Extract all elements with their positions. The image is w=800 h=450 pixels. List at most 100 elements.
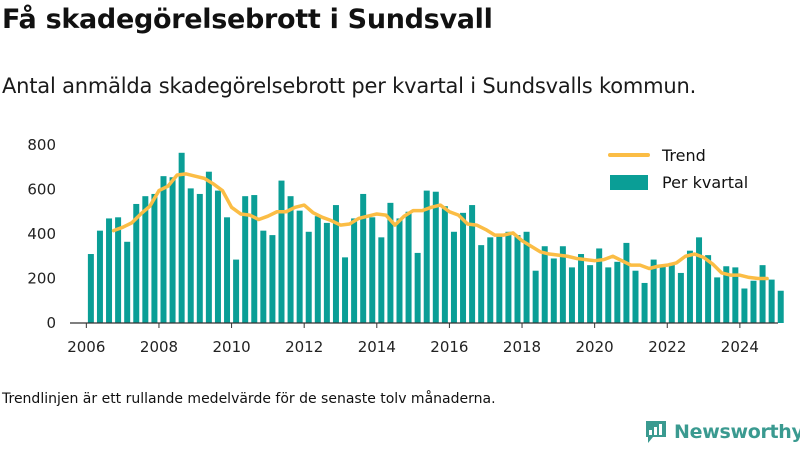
bar [469, 205, 476, 323]
y-tick-label: 0 [46, 314, 56, 332]
bar [732, 267, 739, 324]
bar [550, 258, 557, 323]
bar [741, 288, 748, 323]
bar [696, 237, 703, 323]
bar [314, 216, 321, 323]
bar [714, 277, 721, 323]
bar [623, 242, 630, 323]
bar [668, 262, 675, 323]
bar [224, 217, 231, 323]
x-tick-label: 2014 [358, 338, 396, 356]
bar [260, 230, 267, 323]
bar [677, 272, 684, 323]
bar [296, 210, 303, 323]
y-tick-label: 200 [27, 270, 56, 288]
bar [387, 202, 394, 323]
legend-label-trend: Trend [661, 146, 706, 165]
bar [523, 231, 530, 323]
bar [496, 235, 503, 323]
bar [441, 206, 448, 323]
bar [369, 217, 376, 323]
bar [505, 231, 512, 323]
newsworthy-chart-bubble-icon [646, 421, 666, 443]
bar [187, 188, 194, 323]
footnote: Trendlinjen är ett rullande medelvärde f… [2, 391, 496, 407]
bar [705, 255, 712, 323]
bar [269, 235, 276, 323]
trend-line-series [111, 172, 769, 281]
bar [450, 231, 457, 323]
bar [142, 196, 149, 323]
legend-swatch-per-kvartal [610, 175, 648, 190]
chart-subtitle: Antal anmälda skadegörelsebrott per kvar… [2, 74, 697, 98]
bar [133, 203, 140, 323]
legend-background [596, 141, 780, 203]
bar [360, 193, 367, 323]
bar [342, 257, 349, 323]
bar [151, 193, 158, 323]
bar [596, 248, 603, 323]
bar [478, 245, 485, 324]
x-tick-label: 2022 [648, 338, 686, 356]
bar [587, 265, 594, 323]
chart-plot: 0 200 400 600 800 2006 2008 2010 2012 2014 2016 201… [27, 136, 784, 356]
bar [124, 241, 131, 323]
x-tick-label: 2010 [213, 338, 251, 356]
bar [178, 152, 185, 323]
bar [196, 193, 203, 323]
legend-label-per-kvartal: Per kvartal [662, 173, 748, 192]
bar [115, 217, 122, 323]
x-tick-label: 2018 [503, 338, 541, 356]
trend-line [111, 172, 769, 281]
bar [541, 246, 548, 323]
bar [559, 246, 566, 323]
bar [578, 254, 585, 323]
bar [242, 196, 249, 323]
bar [396, 218, 403, 323]
chart-title: Få skadegörelsebrott i Sundsvall [2, 4, 493, 35]
x-tick-label: 2012 [285, 338, 323, 356]
bar [650, 259, 657, 323]
bar [777, 290, 784, 323]
bar [405, 211, 412, 323]
bar [568, 267, 575, 324]
bar [106, 218, 113, 323]
bar [214, 190, 221, 323]
bar [423, 190, 430, 323]
bar [514, 235, 521, 323]
bar [169, 177, 176, 323]
bar [351, 218, 358, 323]
bar [605, 267, 612, 324]
bar [323, 222, 330, 324]
bar [414, 252, 421, 323]
bar [432, 191, 439, 323]
bar [641, 282, 648, 323]
bar [160, 176, 167, 323]
bar [614, 261, 621, 323]
x-tick-label: 2016 [430, 338, 468, 356]
bar [632, 270, 639, 323]
bar [532, 270, 539, 323]
bar [278, 180, 285, 323]
x-tick-label: 2006 [67, 338, 105, 356]
y-tick-label: 800 [27, 136, 56, 154]
bar [305, 231, 312, 323]
bar [233, 259, 240, 323]
bar [759, 265, 766, 323]
brand-name: Newsworthy [674, 421, 800, 443]
chart-axes: 0 200 400 600 800 2006 2008 2010 2012 2014 2016 201… [27, 136, 778, 356]
y-tick-label: 600 [27, 181, 56, 199]
bar [750, 280, 757, 323]
bar-series-per-kvartal [87, 152, 784, 324]
bar [205, 171, 212, 323]
bar [378, 237, 385, 323]
bar [332, 205, 339, 323]
x-tick-label: 2008 [140, 338, 178, 356]
newsworthy-logo: Newsworthy [644, 419, 800, 445]
bar [460, 212, 467, 323]
bar [768, 279, 775, 323]
y-tick-label: 400 [27, 225, 56, 243]
bar [659, 265, 666, 323]
x-tick-label: 2020 [576, 338, 614, 356]
bar [96, 230, 103, 323]
